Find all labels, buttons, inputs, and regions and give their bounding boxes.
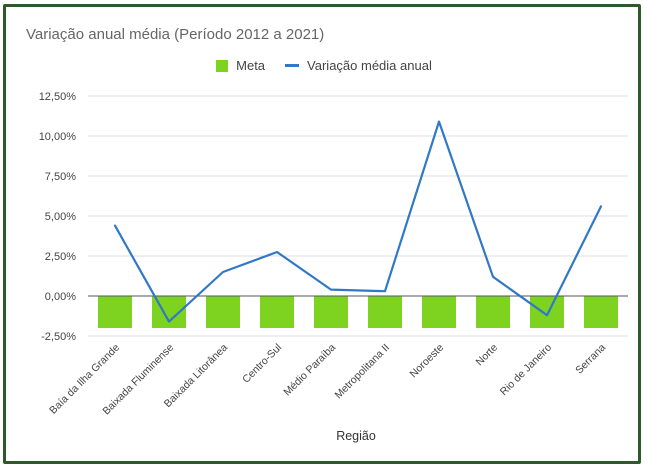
x-tick-label: Noroeste <box>408 342 447 381</box>
legend-item-meta[interactable]: Meta <box>216 58 265 73</box>
legend-swatch-meta <box>216 59 229 72</box>
x-tick-label: Médio Paraíba <box>281 342 338 399</box>
bar-meta <box>98 296 132 328</box>
bar-meta <box>530 296 564 328</box>
y-tick-label: 0,00% <box>45 291 76 303</box>
chart-title: Variação anual média (Período 2012 a 202… <box>26 26 325 43</box>
y-tick-label: -2,50% <box>41 331 76 343</box>
chart-legend: Meta Variação média anual <box>0 58 648 73</box>
y-tick-label: 5,00% <box>45 211 76 223</box>
legend-item-variacao[interactable]: Variação média anual <box>285 58 432 73</box>
y-tick-label: 7,50% <box>45 171 76 183</box>
chart-frame <box>3 4 641 464</box>
bar-meta <box>206 296 240 328</box>
x-tick-label: Metropolitana II <box>332 342 392 402</box>
legend-label-meta: Meta <box>236 58 266 73</box>
y-tick-label: 2,50% <box>45 251 76 263</box>
y-tick-label: 10,00% <box>39 131 77 143</box>
line-variacao <box>113 120 603 323</box>
x-axis-title: Região <box>336 429 376 443</box>
legend-swatch-variacao <box>285 64 300 67</box>
bar-meta <box>314 296 348 328</box>
y-axis-ticks: 12,50% 10,00% 7,50% 5,00% 2,50% 0,00% -2,50% <box>39 91 77 343</box>
x-tick-label: Serrana <box>573 342 608 377</box>
bar-meta <box>422 296 456 328</box>
bar-meta <box>368 296 402 328</box>
bar-meta <box>260 296 294 328</box>
x-tick-label: Rio de Janeiro <box>498 342 554 398</box>
bar-meta <box>584 296 618 328</box>
bar-meta <box>476 296 510 328</box>
x-tick-label: Centro-Sul <box>240 342 284 386</box>
bar-series-meta <box>98 296 618 328</box>
legend-label-variacao: Variação média anual <box>307 58 432 73</box>
line-series-variacao <box>113 120 603 323</box>
x-tick-label: Norte <box>473 342 500 369</box>
y-tick-label: 12,50% <box>39 91 77 103</box>
